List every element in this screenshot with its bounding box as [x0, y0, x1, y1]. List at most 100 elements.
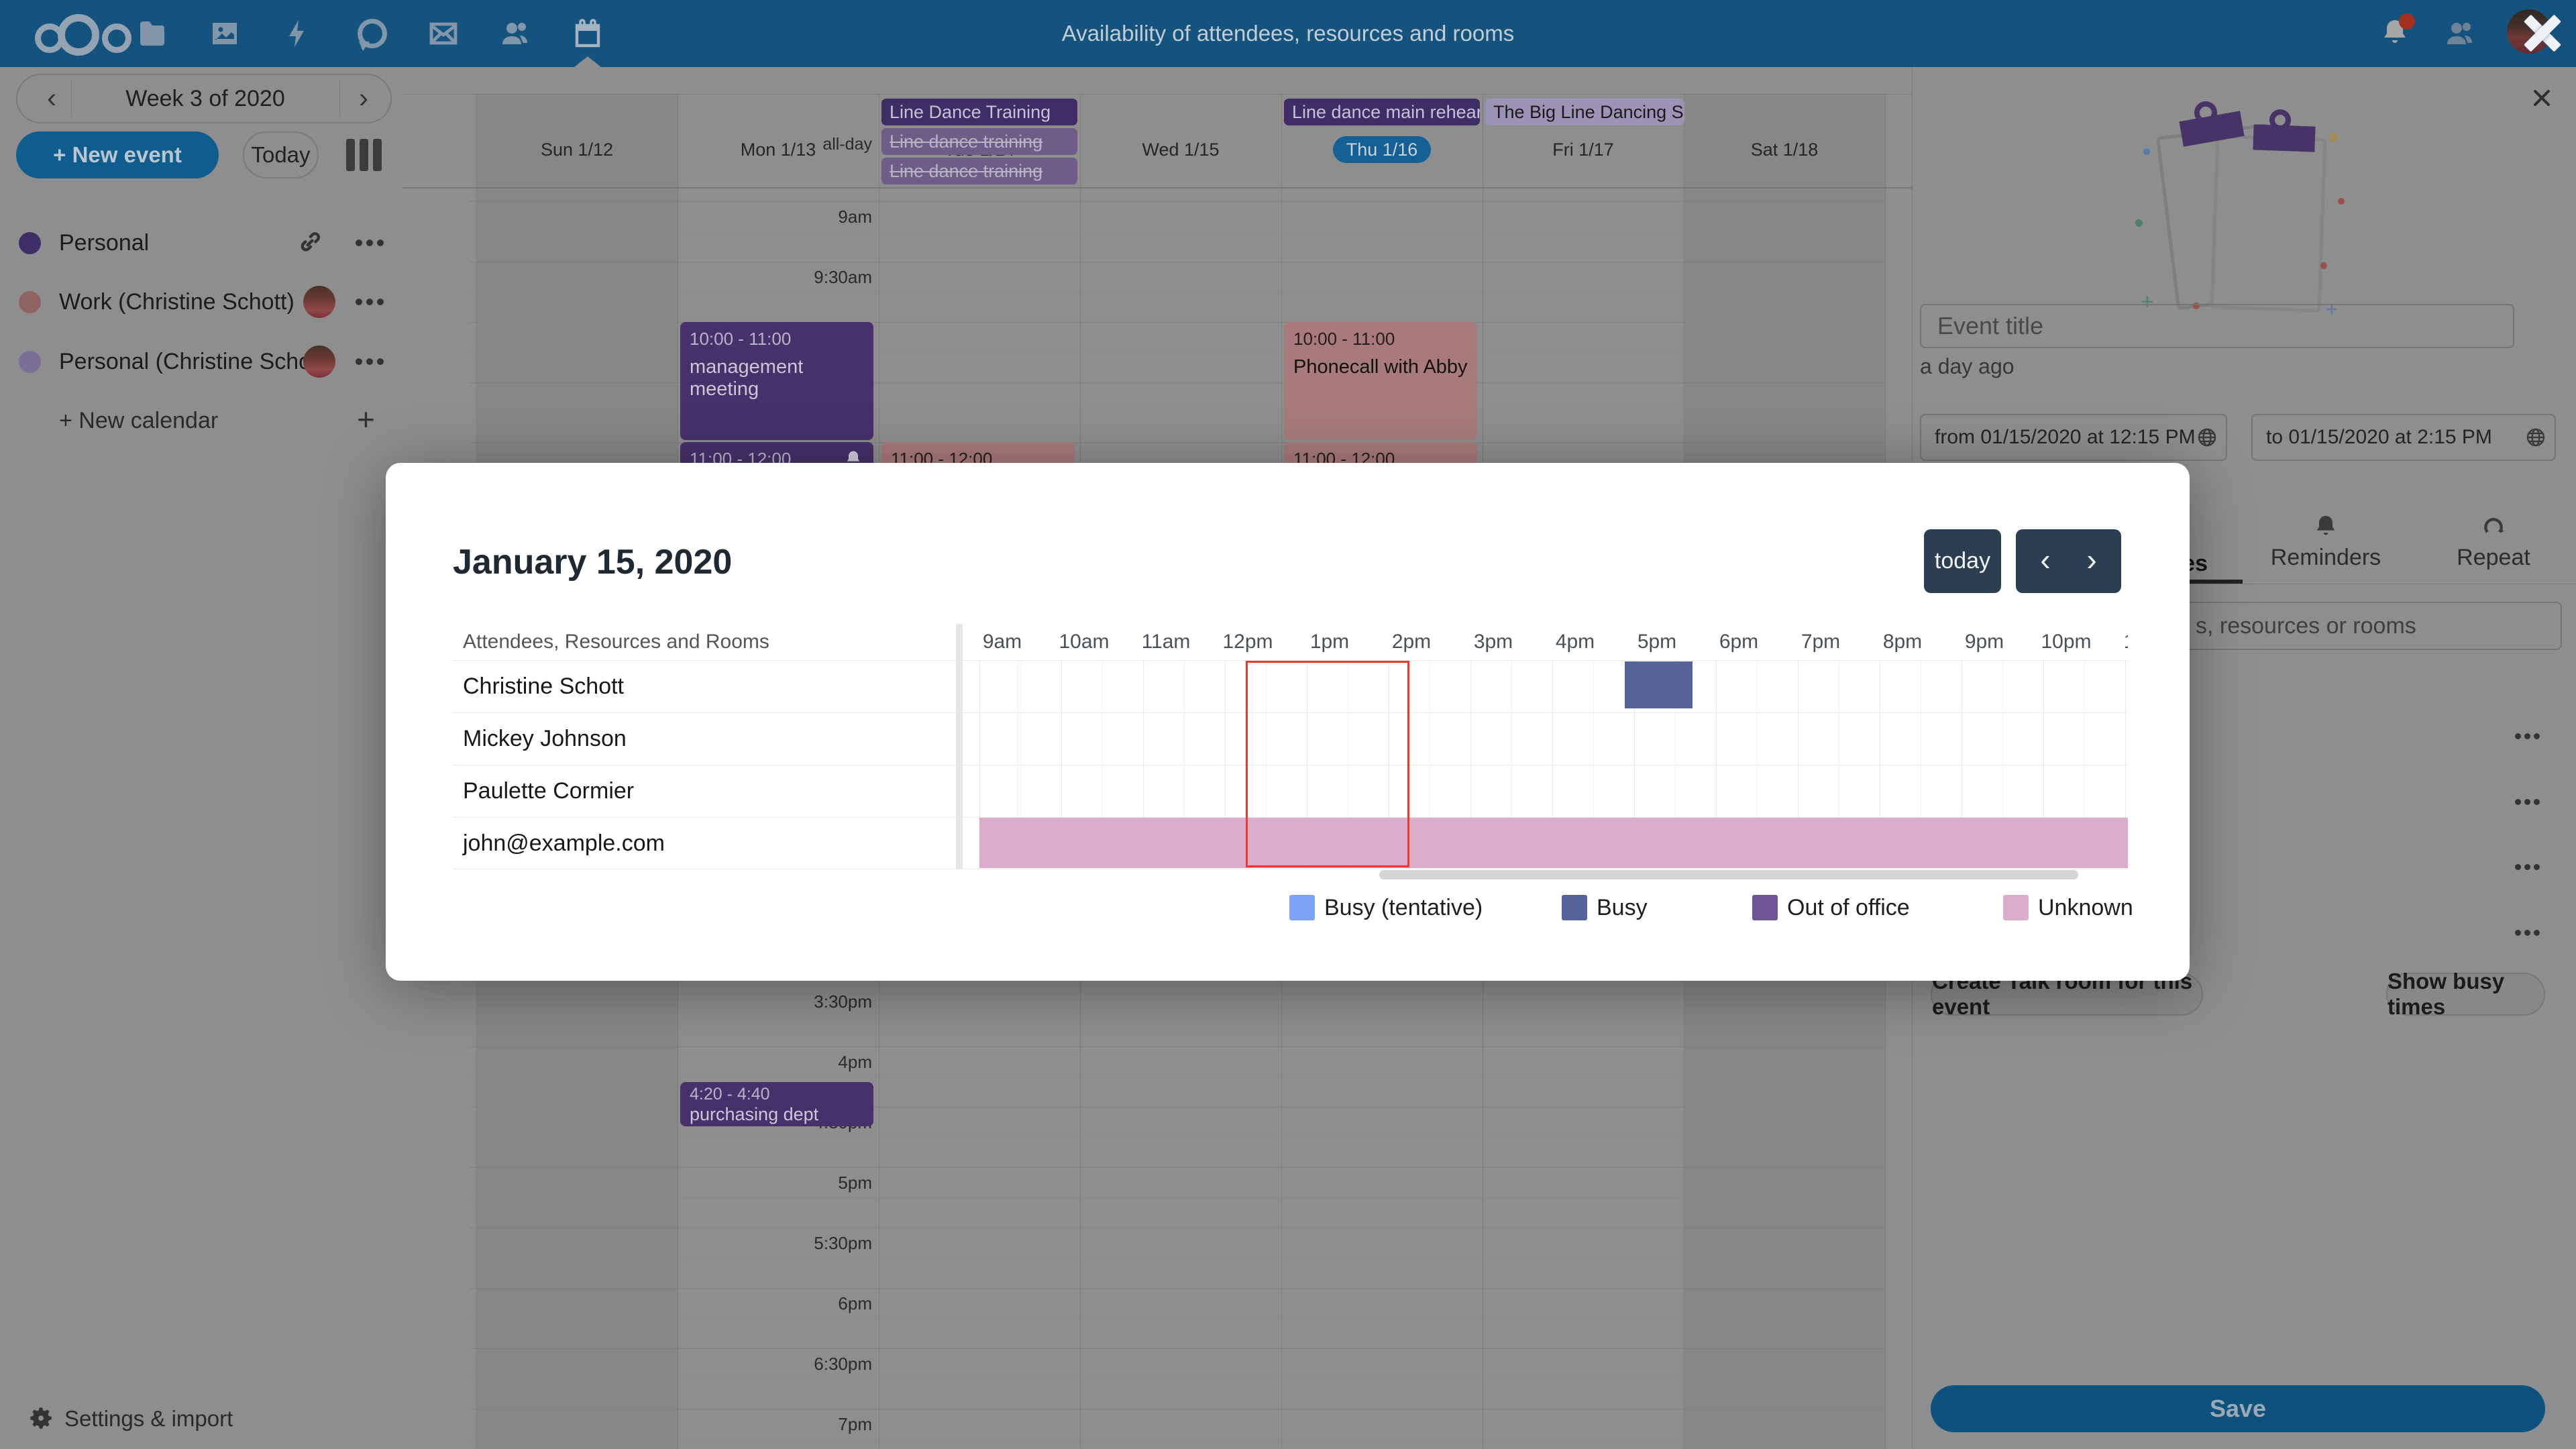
- calendar-menu-icon[interactable]: [356, 299, 384, 305]
- calendar-menu-icon[interactable]: [356, 358, 384, 365]
- notification-dot: [2399, 13, 2415, 30]
- previous-week-button[interactable]: ‹: [47, 82, 56, 113]
- calendar-menu-icon[interactable]: [356, 239, 384, 246]
- calendar-name: Work (Christine Schott): [59, 289, 294, 315]
- allday-event[interactable]: Line dance main rehearsal: [1284, 99, 1480, 125]
- save-button[interactable]: Save: [1931, 1385, 2545, 1432]
- talk-icon[interactable]: [355, 17, 387, 51]
- calendar-color-dot: [19, 232, 41, 254]
- modal-title: January 15, 2020: [453, 543, 733, 582]
- day-header-fri[interactable]: Fri 1/17: [1552, 140, 1614, 160]
- day-header-thu-active[interactable]: Thu 1/16: [1281, 136, 1483, 163]
- next-week-button[interactable]: ›: [359, 82, 368, 113]
- settings-label: Settings & import: [64, 1406, 233, 1431]
- attendee-name: Paulette Cormier: [463, 778, 635, 804]
- notifications-bell-icon[interactable]: [2379, 13, 2415, 51]
- event-management-meeting[interactable]: 10:00 - 11:00 management meeting: [680, 322, 873, 440]
- event-title-placeholder: Event title: [1937, 312, 2044, 339]
- calendar-owner-avatar: [303, 286, 335, 318]
- contacts-menu-icon[interactable]: [2445, 17, 2477, 50]
- legend-busy: Busy: [1562, 895, 1648, 920]
- attendee-search-input[interactable]: s, resources or rooms: [1920, 602, 2562, 650]
- top-bar: Availability of attendees, resources and…: [0, 0, 2576, 67]
- event-purchasing-dept[interactable]: 4:20 - 4:40 purchasing dept: [680, 1082, 873, 1126]
- allday-event-declined[interactable]: Line dance training: [881, 128, 1077, 155]
- gear-icon: [30, 1407, 52, 1429]
- plus-icon[interactable]: +: [357, 402, 375, 437]
- modal-nav-buttons: ‹ ›: [2016, 529, 2121, 593]
- event-time: 10:00 - 11:00: [1293, 329, 1395, 349]
- timezone-globe-icon[interactable]: [2196, 427, 2218, 448]
- calendar-owner-avatar: [303, 345, 335, 378]
- event-time: 10:00 - 11:00: [690, 329, 792, 349]
- attendee-row-menu-icon[interactable]: [2515, 864, 2540, 870]
- calendar-color-dot: [19, 291, 41, 313]
- repeat-icon: [2484, 518, 2504, 533]
- contacts-icon[interactable]: [500, 17, 532, 50]
- nextcloud-logo[interactable]: [35, 12, 131, 56]
- settings-import[interactable]: Settings & import: [27, 1402, 362, 1436]
- event-time: 4:20 - 4:40: [690, 1085, 770, 1104]
- left-sidebar: ‹ Week 3 of 2020 › + New event Today Per…: [0, 67, 402, 1449]
- event-title-input[interactable]: Event title: [1920, 304, 2514, 348]
- event-title: management meeting: [690, 356, 804, 400]
- week-navigation: ‹ Week 3 of 2020 ›: [16, 74, 392, 123]
- event-illustration: + +: [2135, 99, 2355, 320]
- modal-next-icon[interactable]: ›: [2086, 542, 2097, 577]
- allday-event-declined[interactable]: Line dance training: [881, 158, 1077, 184]
- to-datetime-input[interactable]: to 01/15/2020 at 2:15 PM: [2251, 414, 2556, 461]
- calendar-list-item-personal[interactable]: Personal: [0, 213, 402, 272]
- week-label[interactable]: Week 3 of 2020: [125, 86, 285, 111]
- active-app-indicator: [574, 56, 601, 67]
- names-grid-divider: [956, 624, 963, 869]
- legend-unknown: Unknown: [2003, 895, 2133, 920]
- timezone-globe-icon[interactable]: [2525, 427, 2546, 448]
- attendee-row-menu-icon[interactable]: [2515, 799, 2540, 805]
- attendee-name: Mickey Johnson: [463, 726, 627, 751]
- hours-header: 9am 10am 11am 12pm 1pm 2pm 3pm 4pm 5pm 6…: [982, 631, 2128, 653]
- event-title: purchasing dept: [690, 1104, 819, 1124]
- attendee-row-menu-icon[interactable]: [2515, 930, 2540, 936]
- today-button[interactable]: Today: [243, 131, 319, 178]
- grid-scrollbar-thumb[interactable]: [1379, 870, 2078, 879]
- calendar-list-item-work[interactable]: Work (Christine Schott): [0, 272, 402, 331]
- event-phonecall[interactable]: 10:00 - 11:00 Phonecall with Abby: [1284, 322, 1477, 440]
- selected-timerange-outline[interactable]: [1246, 661, 1409, 867]
- day-header-mon[interactable]: Mon 1/13: [740, 140, 816, 160]
- new-event-button[interactable]: + New event: [16, 131, 219, 178]
- view-toggle-icon[interactable]: [346, 139, 384, 171]
- activity-icon[interactable]: [281, 17, 313, 50]
- allday-gutter-label: all-day: [822, 135, 872, 154]
- from-datetime-input[interactable]: from 01/15/2020 at 12:15 PM: [1920, 414, 2227, 461]
- mail-icon[interactable]: [427, 17, 460, 50]
- close-icon[interactable]: [2530, 86, 2554, 110]
- modal-today-button[interactable]: today: [1924, 529, 2001, 593]
- new-calendar-item[interactable]: + New calendar +: [0, 391, 402, 450]
- allday-event[interactable]: The Big Line Dancing Show: [1485, 99, 1684, 125]
- legend-busy-tentative: Busy (tentative): [1289, 895, 1483, 920]
- attendee-row-menu-icon[interactable]: [2515, 733, 2540, 739]
- calendar-name: Personal (Christine Scho…: [59, 349, 335, 374]
- availability-modal: January 15, 2020 today ‹ › Attendees, Re…: [386, 463, 2190, 981]
- search-placeholder-visible: s, resources or rooms: [2196, 613, 2416, 639]
- files-icon[interactable]: [136, 17, 168, 50]
- day-header-sun[interactable]: Sun 1/12: [540, 140, 614, 160]
- window-title: Availability of attendees, resources and…: [1061, 21, 1515, 46]
- calendar-app-icon[interactable]: [572, 17, 604, 50]
- modal-prev-icon[interactable]: ‹: [2040, 542, 2051, 577]
- day-header-sat[interactable]: Sat 1/18: [1750, 140, 1819, 160]
- day-header-wed[interactable]: Wed 1/15: [1142, 140, 1220, 160]
- availability-grid[interactable]: [979, 660, 2128, 869]
- busy-block-christine: [1625, 661, 1693, 708]
- tab-repeat[interactable]: Repeat: [2426, 513, 2561, 586]
- calendar-name: Personal: [59, 230, 150, 256]
- availability-grid-header: Attendees, Resources and Rooms: [463, 631, 769, 653]
- photos-icon[interactable]: [209, 17, 241, 50]
- allday-event[interactable]: Line Dance Training: [881, 99, 1077, 125]
- calendar-list-item-personal-shared[interactable]: Personal (Christine Scho…: [0, 332, 402, 391]
- legend-out-of-office: Out of office: [1752, 895, 1910, 920]
- share-link-icon[interactable]: [297, 229, 323, 256]
- tab-reminders[interactable]: Reminders: [2259, 513, 2393, 586]
- show-busy-times-button[interactable]: Show busy times: [2386, 969, 2545, 1019]
- cursor-x-icon: [2524, 13, 2563, 52]
